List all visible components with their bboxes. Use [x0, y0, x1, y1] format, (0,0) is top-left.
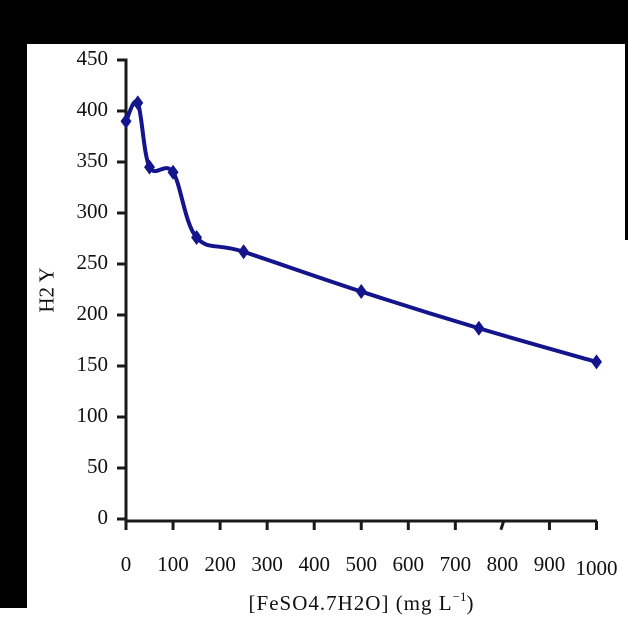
x-tick-label: 600	[392, 552, 425, 576]
axis-ticks-layer	[117, 58, 598, 531]
x-tick-mark	[499, 520, 506, 531]
x-tick-label: 900	[533, 552, 566, 576]
x-axis-title: [FeSO4.7H2O] (mg L−1)	[126, 589, 597, 616]
top-black-border	[0, 0, 628, 44]
y-tick-label: 350	[76, 148, 109, 172]
x-tick-label: 100	[157, 552, 189, 576]
data-point-marker	[473, 320, 485, 336]
data-point-marker	[167, 164, 179, 180]
y-tick-label: 150	[76, 352, 109, 376]
data-point-marker	[191, 229, 203, 245]
data-point-marker	[591, 354, 602, 370]
x-tick-label: 700	[439, 552, 472, 576]
x-tick-label: 200	[204, 552, 236, 576]
x-tick-label: 300	[251, 552, 283, 576]
x-axis-title-text: [FeSO4.7H2O] (mg L	[248, 591, 453, 615]
y-tick-label: 100	[76, 403, 109, 427]
y-tick-label: 50	[87, 454, 108, 478]
left-black-border	[0, 44, 27, 608]
y-tick-label: 300	[76, 199, 109, 223]
y-tick-label: 200	[76, 301, 109, 325]
data-point-marker	[144, 159, 156, 175]
y-tick-label: 400	[76, 97, 109, 121]
data-point-marker	[120, 113, 132, 129]
data-point-marker	[355, 284, 367, 300]
series-layer	[120, 95, 602, 370]
x-tick-label: 500	[345, 552, 378, 576]
y-tick-label: 450	[76, 46, 109, 70]
x-tick-label: 0	[120, 552, 132, 576]
data-point-marker	[132, 95, 144, 111]
series-line	[124, 99, 599, 364]
y-tick-label: 250	[76, 250, 109, 274]
y-tick-label: 0	[97, 505, 109, 529]
x-tick-label: 800	[486, 552, 519, 576]
data-point-marker	[238, 244, 250, 260]
x-axis-title-close: )	[466, 591, 475, 615]
x-axis-title-superscript: −1	[452, 589, 467, 604]
right-black-border	[625, 44, 628, 240]
y-axis-title: H2 Y	[34, 267, 59, 313]
x-tick-label: 400	[298, 552, 330, 576]
x-tick-label: 1000	[575, 556, 618, 580]
